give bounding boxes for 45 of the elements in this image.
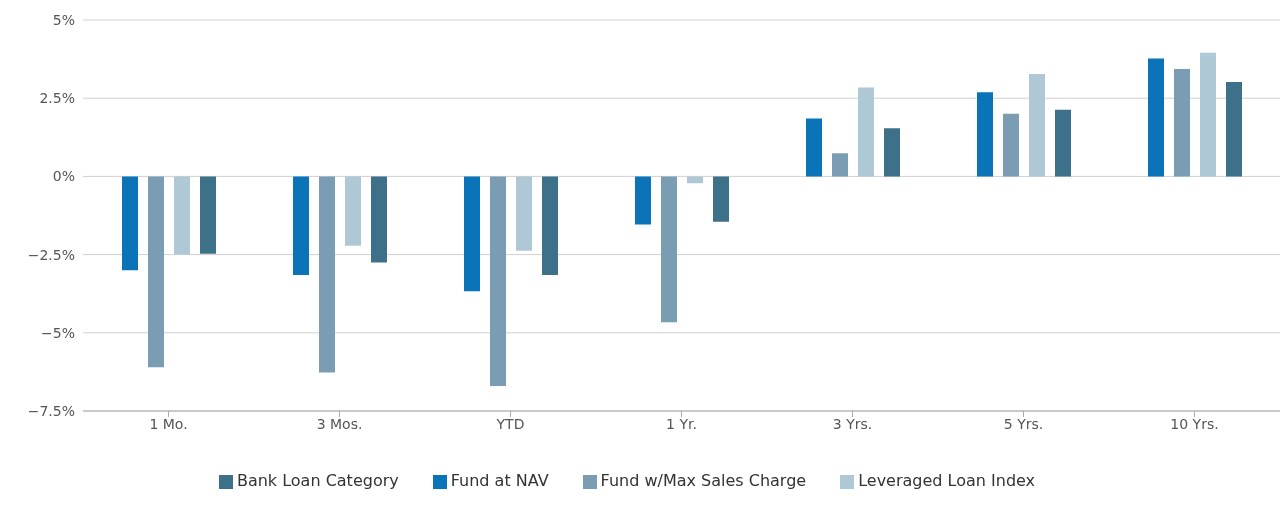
- y-tick-label: 2.5%: [39, 90, 75, 107]
- y-tick-label: 5%: [52, 11, 75, 28]
- bar: [174, 176, 190, 255]
- y-tick-label: −2.5%: [27, 246, 75, 263]
- legend-label: Fund at NAV: [450, 471, 549, 490]
- x-tick-label: 1 Yr.: [666, 415, 697, 432]
- bar: [1200, 52, 1216, 177]
- bar: [293, 176, 309, 275]
- bar: [806, 118, 822, 177]
- bar: [687, 176, 703, 184]
- bar: [858, 87, 874, 177]
- x-tick-label: 1 Mo.: [149, 415, 188, 432]
- bar: [713, 176, 729, 222]
- x-tick-label: 3 Yrs.: [832, 415, 873, 432]
- bar: [371, 176, 387, 263]
- bar: [516, 176, 532, 251]
- legend-label: Fund w/Max Sales Charge: [600, 471, 807, 490]
- bar: [490, 176, 506, 386]
- x-tick-label: 3 Mos.: [316, 415, 363, 432]
- bar: [542, 176, 558, 275]
- bar: [1148, 58, 1164, 177]
- bar: [1055, 109, 1071, 177]
- bar: [122, 176, 138, 271]
- bar: [1029, 74, 1045, 177]
- bar: [200, 176, 216, 254]
- legend-label: Bank Loan Category: [236, 471, 399, 490]
- bar: [1226, 81, 1242, 177]
- bar: [977, 92, 993, 177]
- bar: [1003, 113, 1019, 177]
- y-tick-label: −7.5%: [27, 402, 75, 419]
- bar: [319, 176, 335, 373]
- y-tick-label: −5%: [41, 324, 75, 341]
- legend-label: Leveraged Loan Index: [858, 471, 1036, 490]
- x-tick-label: 5 Yrs.: [1003, 415, 1044, 432]
- bar: [1174, 69, 1190, 177]
- bar: [635, 176, 651, 225]
- x-tick-label: 10 Yrs.: [1170, 415, 1219, 432]
- bar: [884, 128, 900, 177]
- bar: [832, 153, 848, 177]
- bar: [148, 176, 164, 368]
- bar: [345, 176, 361, 246]
- bar: [464, 176, 480, 292]
- y-tick-label: 0%: [52, 168, 75, 185]
- bar: [661, 176, 677, 323]
- x-tick-label: YTD: [495, 415, 525, 432]
